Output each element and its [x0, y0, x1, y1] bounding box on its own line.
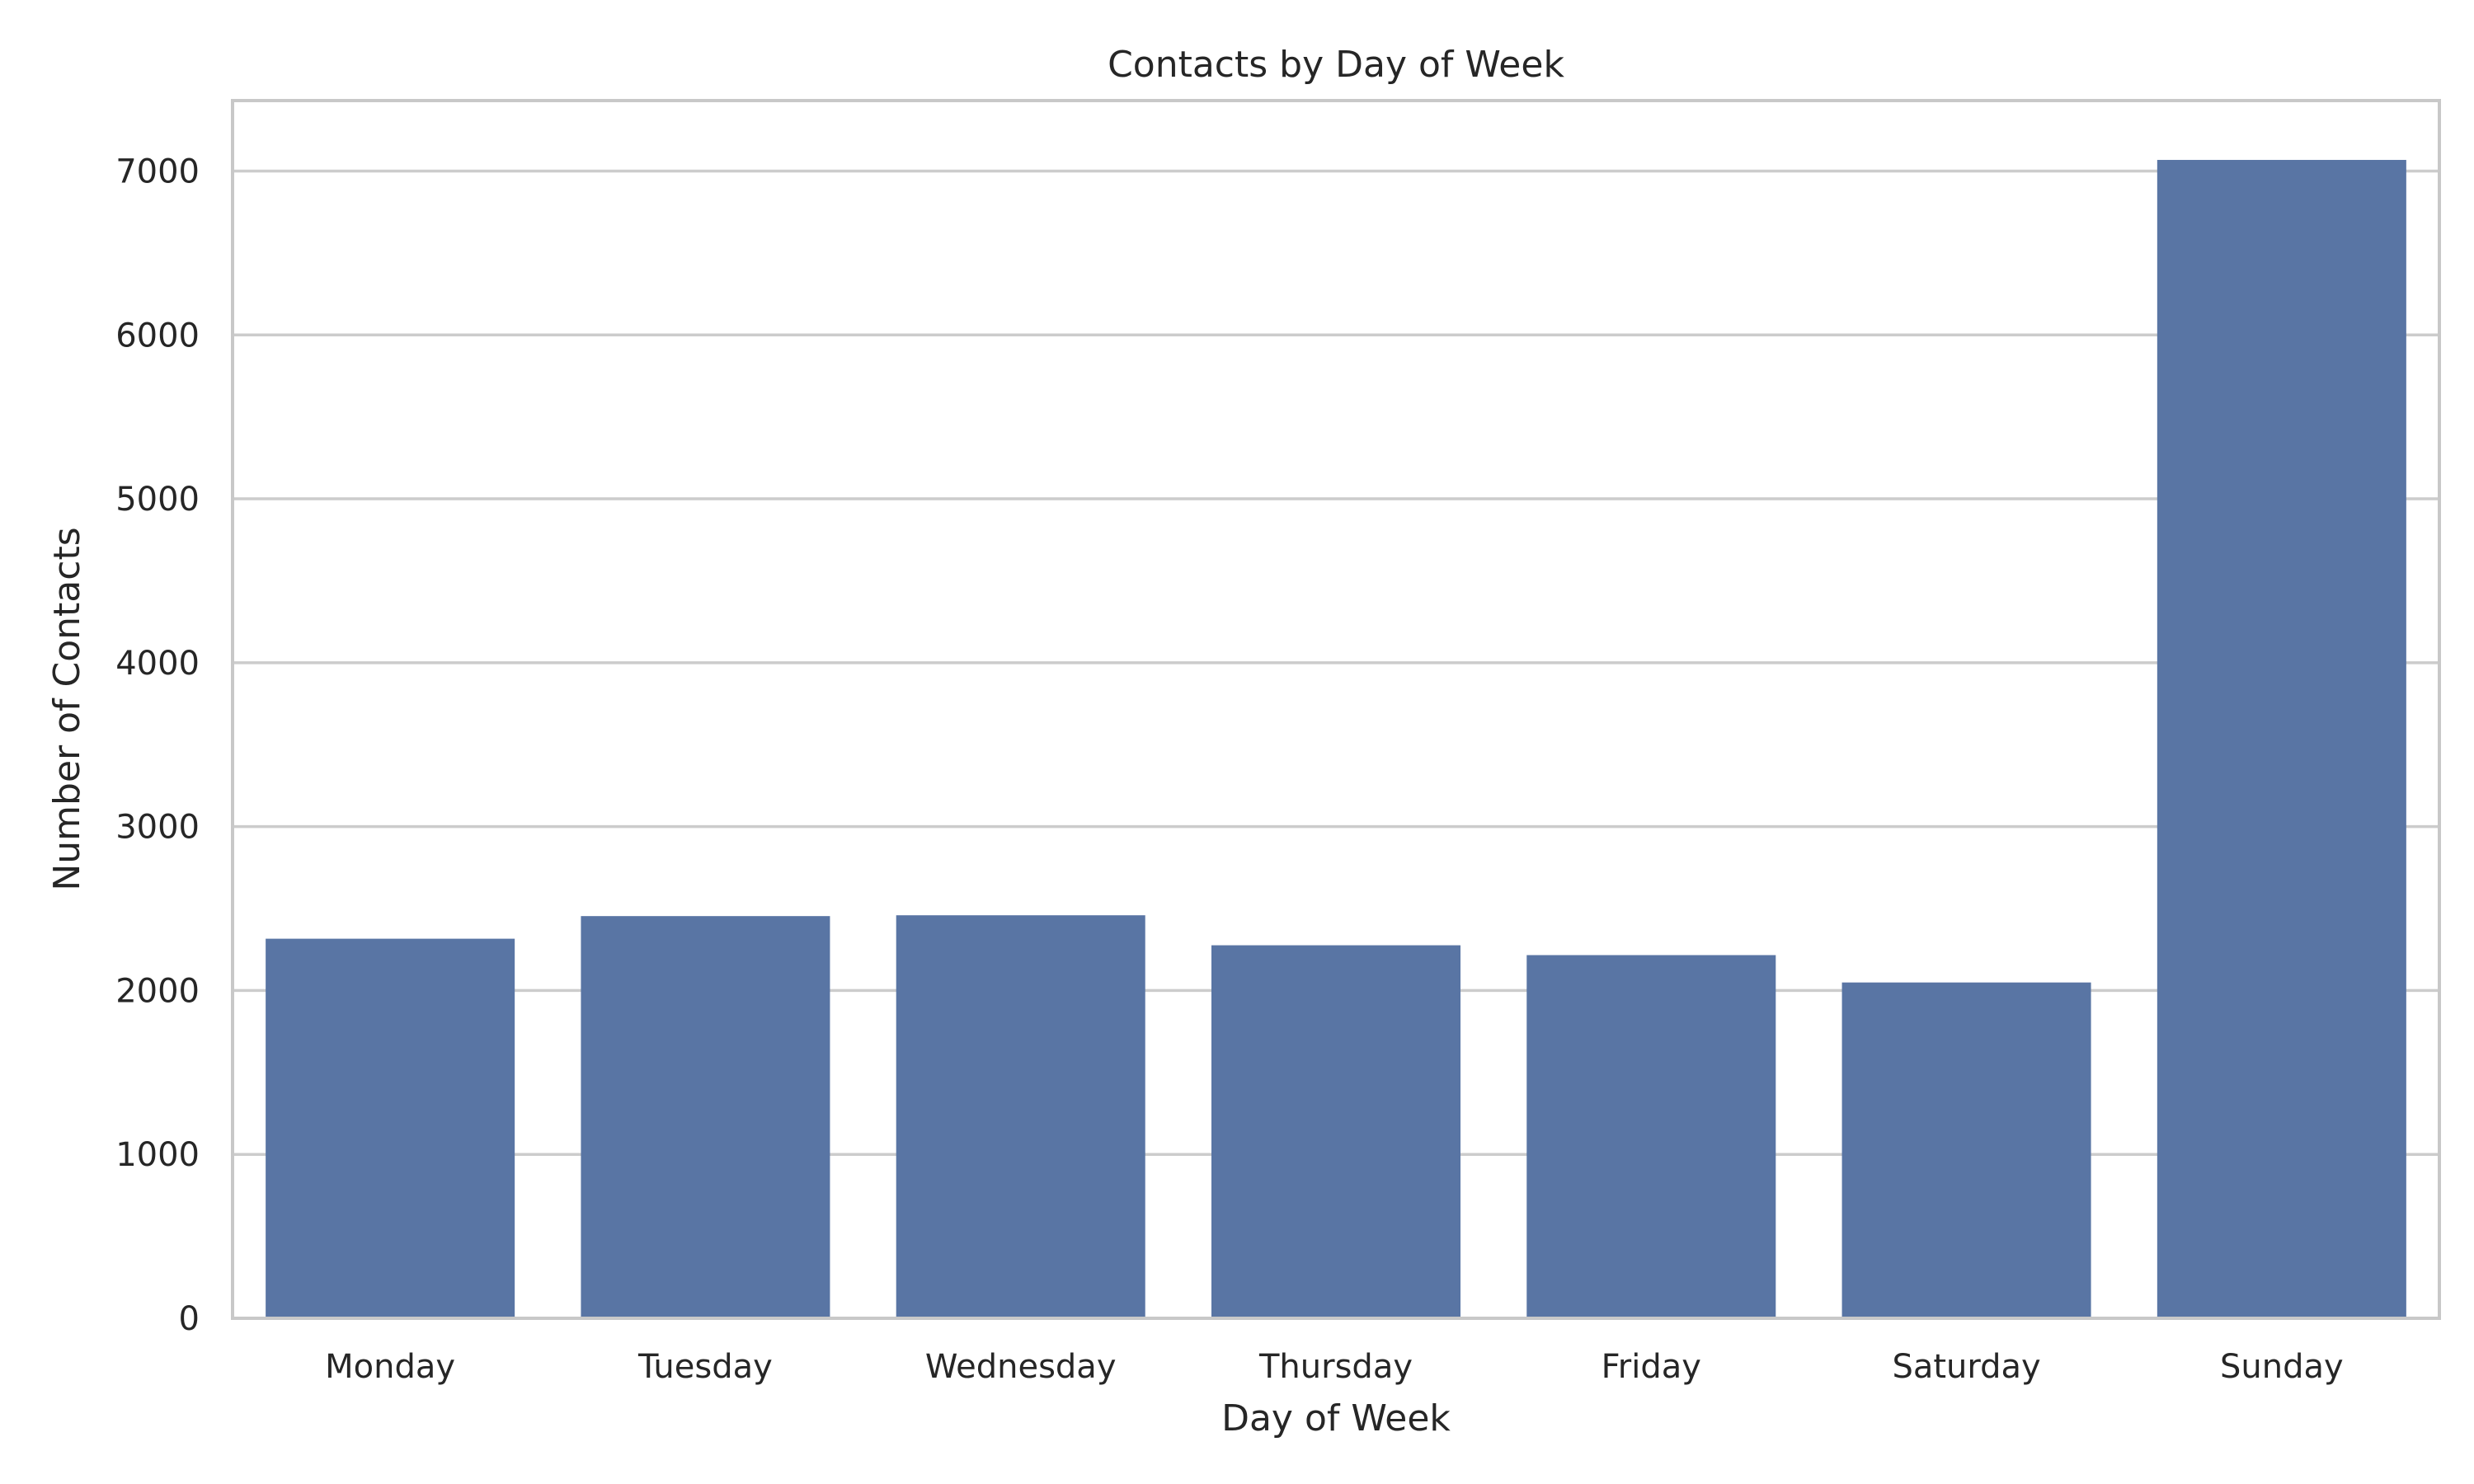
chart-title: Contacts by Day of Week	[1108, 44, 1564, 86]
y-tick-label: 6000	[115, 317, 200, 355]
y-tick-label: 2000	[115, 972, 200, 1010]
x-tick-label: Monday	[325, 1348, 455, 1386]
y-tick-label: 0	[179, 1300, 200, 1338]
bars	[266, 159, 2406, 1318]
y-tick-label: 3000	[115, 809, 200, 847]
x-tick-label: Sunday	[2220, 1348, 2344, 1386]
x-tick-label: Wednesday	[925, 1348, 1117, 1386]
x-tick-label: Thursday	[1258, 1348, 1413, 1386]
bar-monday	[266, 938, 515, 1318]
y-tick-label: 4000	[115, 645, 200, 683]
y-tick-label: 1000	[115, 1136, 200, 1174]
x-tick-labels: Monday Tuesday Wednesday Thursday Friday Satu…	[325, 1348, 2344, 1386]
bar-friday	[1526, 955, 1776, 1318]
bar-sunday	[2157, 159, 2406, 1318]
y-tick-label: 7000	[115, 153, 200, 190]
x-tick-label: Tuesday	[637, 1348, 773, 1386]
bar-wednesday	[896, 915, 1145, 1318]
x-tick-label: Saturday	[1892, 1348, 2040, 1386]
bar-tuesday	[581, 916, 830, 1318]
x-axis-label: Day of Week	[1221, 1397, 1451, 1439]
x-tick-label: Friday	[1602, 1348, 1701, 1386]
bar-thursday	[1211, 945, 1461, 1318]
y-axis-label: Number of Contacts	[46, 527, 88, 890]
plot-frame	[231, 99, 2441, 1320]
y-tick-label: 5000	[115, 481, 200, 519]
y-tick-labels: 0 1000 2000 3000 4000 5000 6000 7000	[115, 153, 200, 1338]
bar-saturday	[1841, 982, 2091, 1318]
